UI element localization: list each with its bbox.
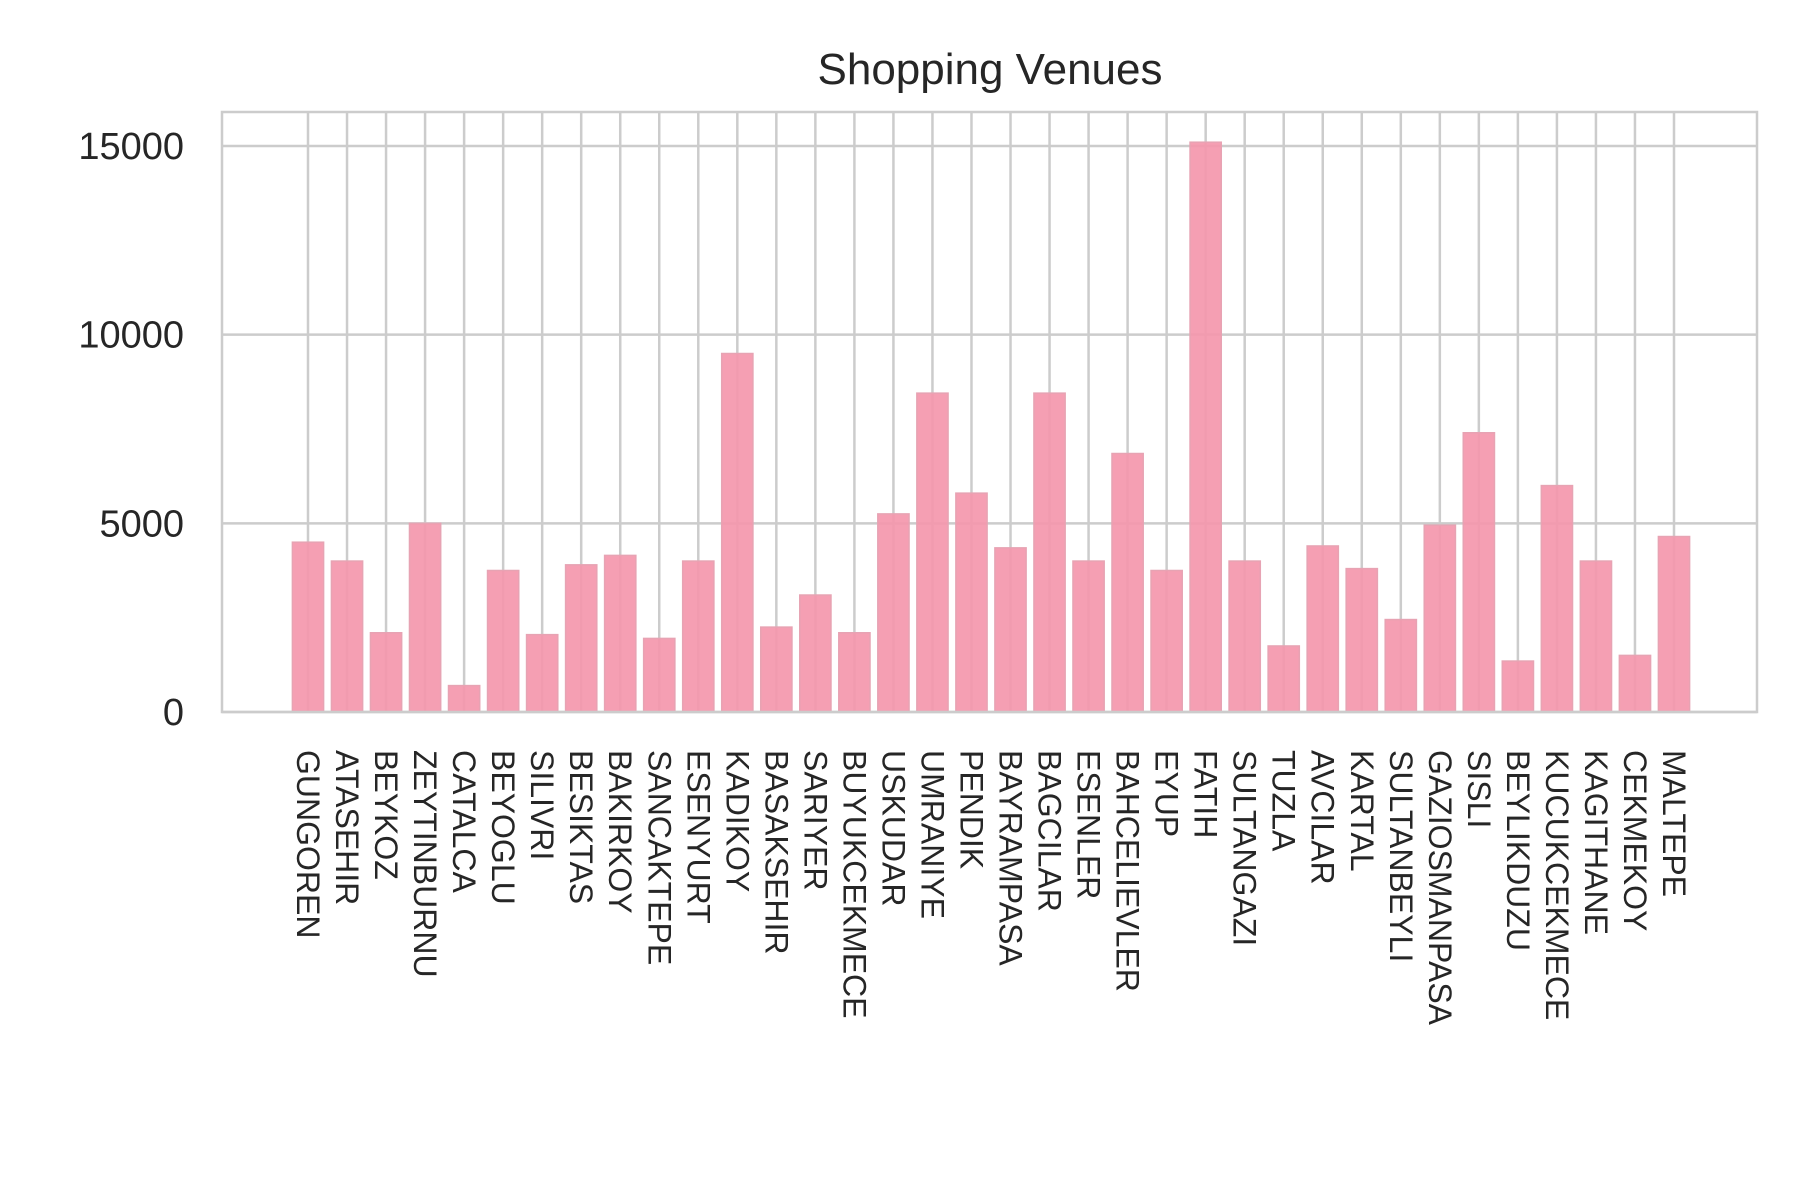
x-tick-label: SULTANBEYLI — [1383, 750, 1419, 962]
x-tick-label: FATIH — [1188, 750, 1224, 838]
x-tick-label: BUYUKCEKMECE — [836, 750, 872, 1019]
x-tick-label: SILIVRI — [524, 750, 560, 860]
bar-beykoz — [369, 632, 403, 713]
x-tick-label: UMRANIYE — [914, 750, 950, 919]
bar-sancaktepe — [642, 637, 676, 713]
bar-bagcilar — [1033, 392, 1066, 713]
y-tick-labels: 0 5000 10000 15000 — [78, 126, 184, 734]
x-tick-label: SISLI — [1461, 750, 1497, 828]
bar-beyoglu — [486, 569, 520, 713]
bar-kagithane — [1579, 560, 1613, 713]
x-tick-label: BESIKTAS — [563, 750, 599, 904]
y-tick-label: 10000 — [78, 315, 184, 357]
bar-maltepe — [1657, 535, 1691, 713]
x-tick-label: KUCUKCEKMECE — [1539, 750, 1575, 1020]
x-tick-label: SARIYER — [797, 750, 833, 890]
x-tick-label: CEKMEKOY — [1617, 750, 1653, 931]
x-tick-label: TUZLA — [1266, 750, 1302, 852]
bar-cekmekoy — [1618, 654, 1652, 713]
x-tick-label: BAYRAMPASA — [993, 750, 1029, 966]
bar-zeytinburnu — [408, 522, 442, 713]
bar-tuzla — [1267, 645, 1301, 713]
bar-beylikduzu — [1501, 660, 1535, 713]
bar-pendik — [955, 492, 988, 713]
x-tick-label: KAGITHANE — [1578, 750, 1614, 935]
plot-frame — [220, 110, 1759, 714]
x-tick-label: ATASEHIR — [329, 750, 365, 905]
x-tick-label: BEYLIKDUZU — [1500, 750, 1536, 951]
bar-umraniye — [916, 392, 949, 713]
bar-sariyer — [799, 594, 832, 713]
bar-eyup — [1150, 569, 1183, 713]
bar-bakirkoy — [603, 554, 637, 713]
bar-kadikoy — [720, 352, 754, 713]
bar-basaksehir — [759, 626, 793, 713]
bar-gaziosmanpasa — [1423, 524, 1457, 713]
y-gridlines — [222, 144, 1757, 714]
bar-bayrampasa — [994, 547, 1027, 713]
bar-kucukcekmece — [1540, 484, 1574, 713]
x-tick-label: BASAKSEHIR — [758, 750, 794, 955]
x-tick-label: EYUP — [1149, 750, 1185, 837]
bar-sultangazi — [1228, 560, 1262, 713]
x-tick-label: BAHCELIEVLER — [1110, 750, 1146, 992]
x-tick-label: GUNGOREN — [290, 750, 326, 938]
bars — [291, 141, 1691, 713]
x-tick-labels: GUNGOREN ATASEHIR BEYKOZ ZEYTINBURNU CATALCA… — [290, 750, 1692, 1026]
bar-besiktas — [564, 564, 598, 713]
x-tick-label: SULTANGAZI — [1227, 750, 1263, 946]
bar-fatih — [1189, 141, 1223, 713]
x-tick-label: BEYKOZ — [368, 750, 404, 880]
x-tick-label: KARTAL — [1344, 750, 1380, 872]
bar-esenler — [1072, 560, 1105, 713]
bar-avcilar — [1306, 545, 1340, 713]
x-tick-label: MALTEPE — [1656, 750, 1692, 897]
x-tick-label: SANCAKTEPE — [641, 750, 677, 965]
bar-buyukcekmece — [838, 632, 871, 713]
x-tick-label: ZEYTINBURNU — [407, 750, 443, 978]
bar-sultanbeyli — [1384, 618, 1418, 713]
y-tick-label: 0 — [163, 692, 184, 734]
x-tick-label: BAKIRKOY — [602, 750, 638, 914]
bar-uskudar — [877, 513, 910, 713]
bar-kartal — [1345, 567, 1379, 713]
y-tick-label: 15000 — [78, 126, 184, 168]
x-tick-label: ESENYURT — [680, 750, 716, 924]
bar-gungoren — [291, 541, 325, 713]
bar-silivri — [525, 633, 559, 713]
x-tick-label: USKUDAR — [875, 750, 911, 906]
x-tick-label: GAZIOSMANPASA — [1422, 750, 1458, 1026]
y-tick-label: 5000 — [99, 503, 184, 545]
bar-bahcelievler — [1111, 452, 1144, 713]
x-tick-label: PENDIK — [953, 750, 989, 869]
bar-catalca — [447, 684, 481, 713]
bar-esenyurt — [681, 560, 715, 713]
x-tick-label: BAGCILAR — [1032, 750, 1068, 912]
x-tick-label: BEYOGLU — [485, 750, 521, 905]
bar-atasehir — [330, 560, 364, 713]
x-tick-label: ESENLER — [1071, 750, 1107, 899]
x-tick-label: CATALCA — [446, 750, 482, 894]
x-tick-label: AVCILAR — [1305, 750, 1341, 885]
chart-title: Shopping Venues — [818, 45, 1163, 94]
x-tick-label: KADIKOY — [719, 750, 755, 892]
bar-sisli — [1462, 432, 1496, 713]
